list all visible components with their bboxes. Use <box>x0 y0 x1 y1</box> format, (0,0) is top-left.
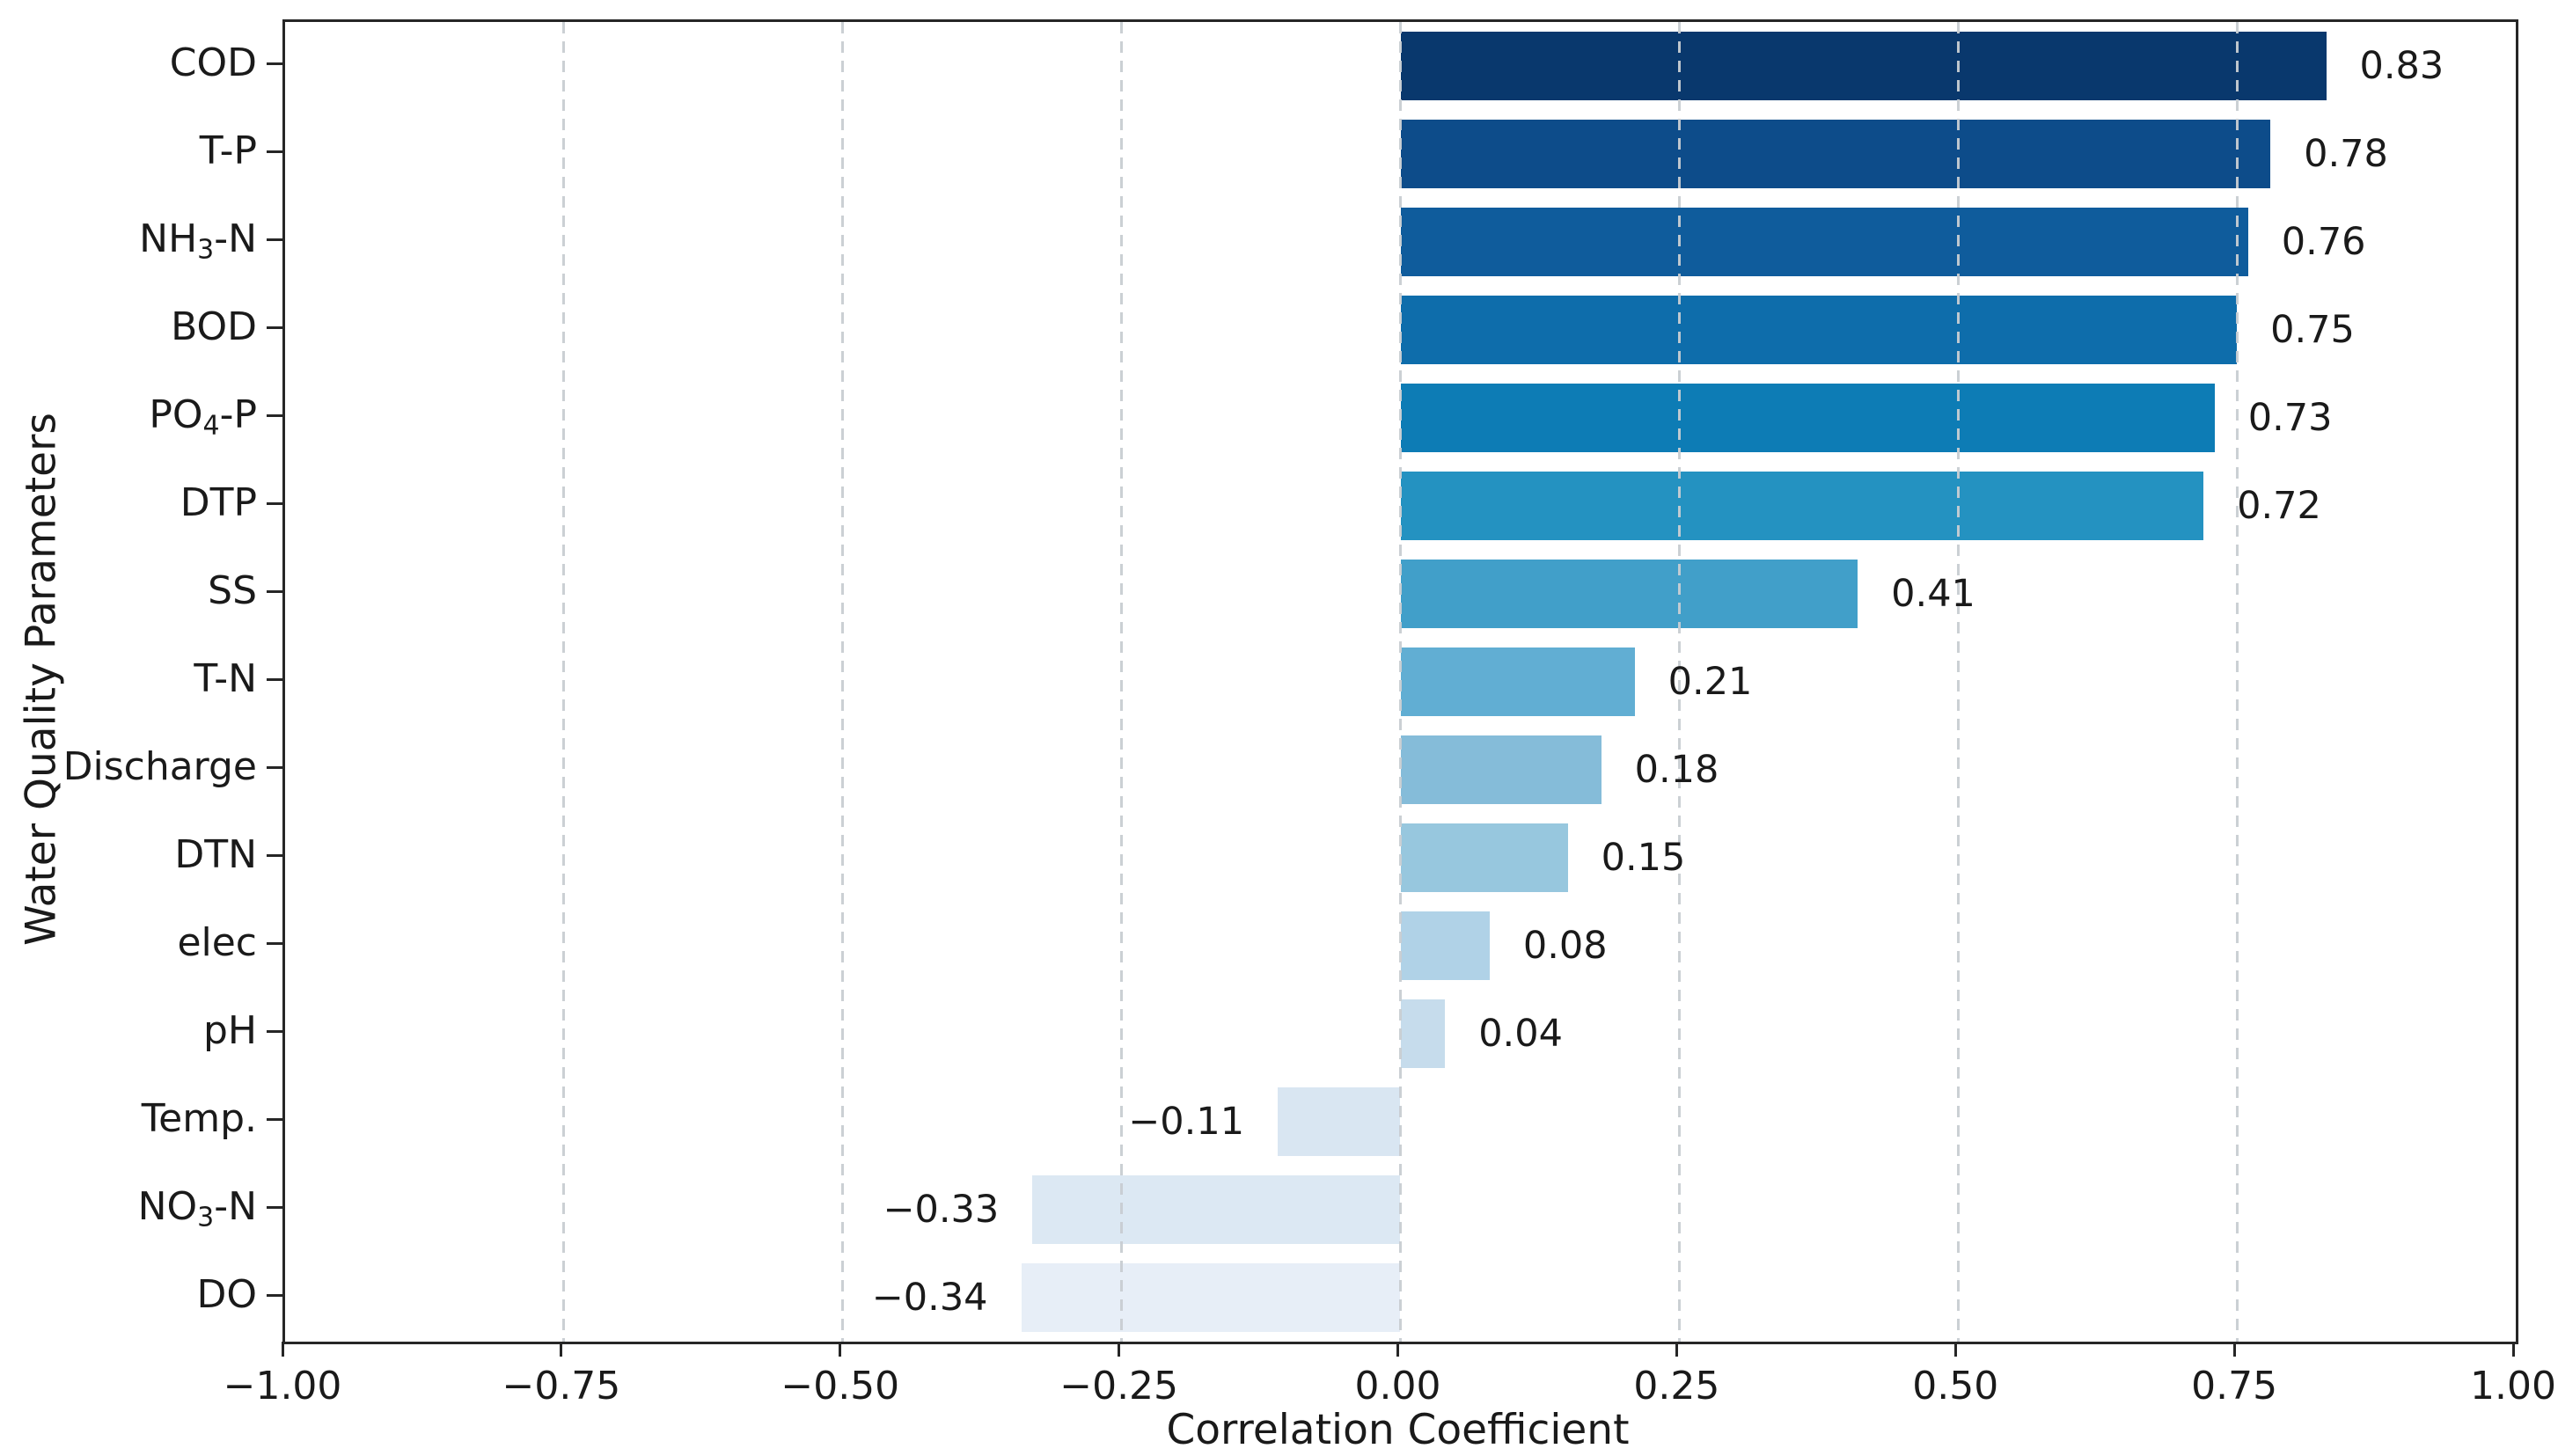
value-label-NH3-N: 0.76 <box>2281 220 2366 264</box>
bar-SS <box>1400 560 1858 628</box>
ytick-label-pH: pH <box>202 1008 257 1053</box>
gridline-x-0.75 <box>2235 22 2239 1342</box>
ytick-label-DO: DO <box>196 1272 257 1317</box>
value-label-DTP: 0.72 <box>2237 484 2321 528</box>
plot-area: 0.83 0.78 0.76 0.75 0.73 0.72 0.41 0.21 0.18 0.15… <box>282 19 2518 1344</box>
bar-COD <box>1400 32 2327 100</box>
bar-T-P <box>1400 120 2271 188</box>
value-label-DO: −0.34 <box>871 1276 988 1320</box>
xtick-label-0.75: 0.75 <box>2191 1364 2278 1408</box>
xtick-label--0.5: −0.50 <box>781 1364 900 1408</box>
gridline-x-0 <box>1399 22 1402 1342</box>
xtick-label-1: 1.00 <box>2470 1364 2556 1408</box>
bar-NO3-N <box>1032 1175 1401 1244</box>
bar-DTN <box>1400 823 1568 892</box>
xtick-mark--1 <box>281 1342 284 1357</box>
ytick-mark-PO4-P <box>267 413 282 417</box>
bar-NH3-N <box>1400 208 2248 276</box>
value-label-NO3-N: −0.33 <box>883 1188 1000 1232</box>
bar-DO <box>1021 1263 1401 1332</box>
value-label-elec: 0.08 <box>1522 924 1608 968</box>
ytick-label-NO3-N: NO3-N <box>137 1184 257 1233</box>
ytick-mark-BOD <box>267 326 282 329</box>
ytick-label-T-N: T-N <box>194 656 257 701</box>
ytick-mark-Temp. <box>267 1117 282 1121</box>
value-label-Temp.: −0.11 <box>1128 1100 1245 1144</box>
bar-elec <box>1400 911 1490 980</box>
ytick-mark-DTP <box>267 501 282 505</box>
ytick-mark-DO <box>267 1293 282 1297</box>
gridline-x--0.5 <box>841 22 845 1342</box>
xtick-label--0.25: −0.25 <box>1059 1364 1179 1408</box>
ytick-mark-T-N <box>267 677 282 681</box>
ytick-mark-NH3-N <box>267 238 282 241</box>
value-label-DTN: 0.15 <box>1601 836 1686 880</box>
ytick-label-DTP: DTP <box>180 480 257 525</box>
ytick-mark-Discharge <box>267 765 282 769</box>
bar-DTP <box>1400 472 2204 540</box>
ytick-label-T-P: T-P <box>199 128 257 173</box>
gridline-x-0.5 <box>1956 22 1960 1342</box>
ytick-label-PO4-P: PO4-P <box>149 392 257 442</box>
xtick-label-0.5: 0.50 <box>1912 1364 1999 1408</box>
xtick-mark--0.5 <box>839 1342 842 1357</box>
xtick-mark-0.5 <box>1953 1342 1957 1357</box>
bar-pH <box>1400 999 1446 1068</box>
xtick-label--1: −1.00 <box>223 1364 342 1408</box>
gridline-x--0.75 <box>562 22 566 1342</box>
value-label-T-N: 0.21 <box>1667 660 1753 704</box>
value-label-COD: 0.83 <box>2359 44 2444 88</box>
value-label-pH: 0.04 <box>1478 1012 1563 1056</box>
x-axis-title: Correlation Coefficient <box>1166 1406 1630 1454</box>
value-label-SS: 0.41 <box>1891 572 1975 616</box>
xtick-label-0: 0.00 <box>1354 1364 1441 1408</box>
bar-BOD <box>1400 296 2238 364</box>
ytick-label-Temp.: Temp. <box>141 1096 257 1141</box>
ytick-mark-elec <box>267 941 282 945</box>
ytick-label-NH3-N: NH3-N <box>139 216 257 266</box>
bar-Discharge <box>1400 735 1601 804</box>
ytick-mark-DTN <box>267 853 282 857</box>
value-label-BOD: 0.75 <box>2270 308 2355 352</box>
ytick-mark-T-P <box>267 150 282 153</box>
value-label-Discharge: 0.18 <box>1634 748 1719 792</box>
value-label-PO4-P: 0.73 <box>2247 396 2333 440</box>
ytick-label-COD: COD <box>169 40 257 85</box>
ytick-mark-NO3-N <box>267 1205 282 1209</box>
ytick-label-elec: elec <box>177 920 257 965</box>
ytick-label-Discharge: Discharge <box>62 744 257 789</box>
bar-Temp. <box>1278 1087 1401 1156</box>
xtick-label--0.75: −0.75 <box>502 1364 621 1408</box>
bar-PO4-P <box>1400 384 2215 452</box>
ytick-mark-SS <box>267 589 282 593</box>
xtick-mark-1 <box>2511 1342 2515 1357</box>
ytick-label-DTN: DTN <box>174 832 257 877</box>
xtick-mark-0.25 <box>1675 1342 1678 1357</box>
value-label-T-P: 0.78 <box>2304 132 2388 176</box>
xtick-mark-0 <box>1396 1342 1399 1357</box>
ytick-mark-COD <box>267 62 282 65</box>
xtick-mark--0.25 <box>1118 1342 1121 1357</box>
xtick-mark-0.75 <box>2232 1342 2236 1357</box>
ytick-label-BOD: BOD <box>171 304 257 349</box>
xtick-mark--0.75 <box>560 1342 563 1357</box>
gridline-x--0.25 <box>1120 22 1124 1342</box>
ytick-mark-pH <box>267 1029 282 1033</box>
bar-T-N <box>1400 648 1635 716</box>
ytick-label-SS: SS <box>208 568 257 613</box>
xtick-label-0.25: 0.25 <box>1633 1364 1720 1408</box>
gridline-x-0.25 <box>1677 22 1681 1342</box>
